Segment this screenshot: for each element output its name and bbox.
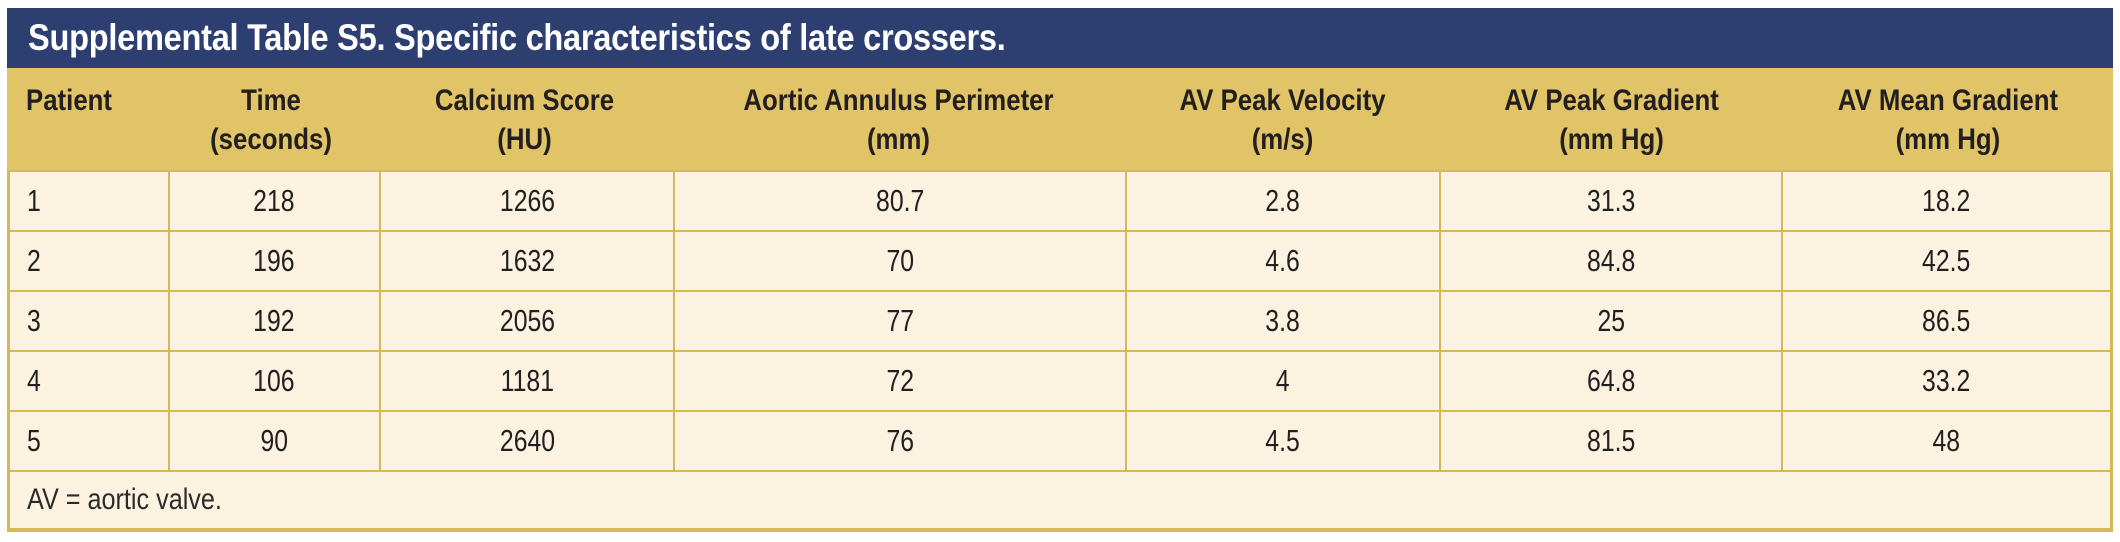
cell-mean-gradient: 42.5 (1781, 232, 2110, 290)
cell-peak-gradient: 25 (1439, 292, 1781, 350)
cell-calcium-score: 2056 (378, 292, 673, 350)
cell-calcium-score: 1266 (378, 172, 673, 230)
cell-peak-velocity: 2.8 (1124, 172, 1439, 230)
cell-peak-velocity: 3.8 (1124, 292, 1439, 350)
cell-annulus-perimeter: 76 (673, 412, 1125, 470)
cell-mean-gradient: 33.2 (1781, 352, 2110, 410)
cell-calcium-score: 2640 (378, 412, 673, 470)
cell-peak-gradient: 64.8 (1439, 352, 1781, 410)
cell-peak-gradient: 84.8 (1439, 232, 1781, 290)
cell-time: 192 (167, 292, 379, 350)
table-row: 3 192 2056 77 3.8 25 86.5 (10, 290, 2110, 350)
cell-time: 196 (167, 232, 379, 290)
table-title-bar: Supplemental Table S5. Specific characte… (7, 8, 2113, 68)
cell-peak-gradient: 81.5 (1439, 412, 1781, 470)
cell-annulus-perimeter: 70 (673, 232, 1125, 290)
cell-mean-gradient: 86.5 (1781, 292, 2110, 350)
cell-patient: 2 (27, 243, 41, 278)
column-header-patient: Patient (26, 84, 113, 117)
cell-peak-velocity: 4 (1124, 352, 1439, 410)
table-row: 4 106 1181 72 4 64.8 33.2 (10, 350, 2110, 410)
table-footnote: AV = aortic valve. (27, 483, 222, 516)
cell-patient: 4 (27, 363, 41, 398)
cell-annulus-perimeter: 77 (673, 292, 1125, 350)
table-header-row: Patient Time (seconds) Calcium Score (HU… (7, 68, 2113, 170)
column-header-av-mean-gradient: AV Mean Gradient (mm Hg) (1837, 84, 2059, 156)
cell-patient: 5 (27, 423, 41, 458)
column-header-time: Time (seconds) (210, 84, 332, 156)
column-header-av-peak-gradient: AV Peak Gradient (mm Hg) (1504, 84, 1719, 156)
cell-time: 90 (167, 412, 379, 470)
cell-annulus-perimeter: 72 (673, 352, 1125, 410)
table-row: 1 218 1266 80.7 2.8 31.3 18.2 (10, 170, 2110, 230)
cell-mean-gradient: 48 (1781, 412, 2110, 470)
cell-patient: 1 (27, 183, 41, 218)
cell-annulus-perimeter: 80.7 (673, 172, 1125, 230)
cell-peak-velocity: 4.6 (1124, 232, 1439, 290)
cell-peak-gradient: 31.3 (1439, 172, 1781, 230)
cell-time: 218 (167, 172, 379, 230)
column-header-calcium-score: Calcium Score (HU) (434, 84, 615, 156)
cell-peak-velocity: 4.5 (1124, 412, 1439, 470)
column-header-aortic-annulus-perimeter: Aortic Annulus Perimeter (mm) (743, 84, 1054, 156)
cell-calcium-score: 1181 (378, 352, 673, 410)
table-row: 2 196 1632 70 4.6 84.8 42.5 (10, 230, 2110, 290)
table-s5: Supplemental Table S5. Specific characte… (7, 8, 2113, 532)
column-header-av-peak-velocity: AV Peak Velocity (m/s) (1179, 84, 1386, 156)
cell-calcium-score: 1632 (378, 232, 673, 290)
table-footnote-row: AV = aortic valve. (10, 470, 2110, 528)
table-row: 5 90 2640 76 4.5 81.5 48 (10, 410, 2110, 470)
table-title: Supplemental Table S5. Specific characte… (28, 17, 1006, 58)
cell-time: 106 (167, 352, 379, 410)
cell-patient: 3 (27, 303, 41, 338)
cell-mean-gradient: 18.2 (1781, 172, 2110, 230)
table-body: 1 218 1266 80.7 2.8 31.3 18.2 2 196 1632… (7, 170, 2113, 532)
